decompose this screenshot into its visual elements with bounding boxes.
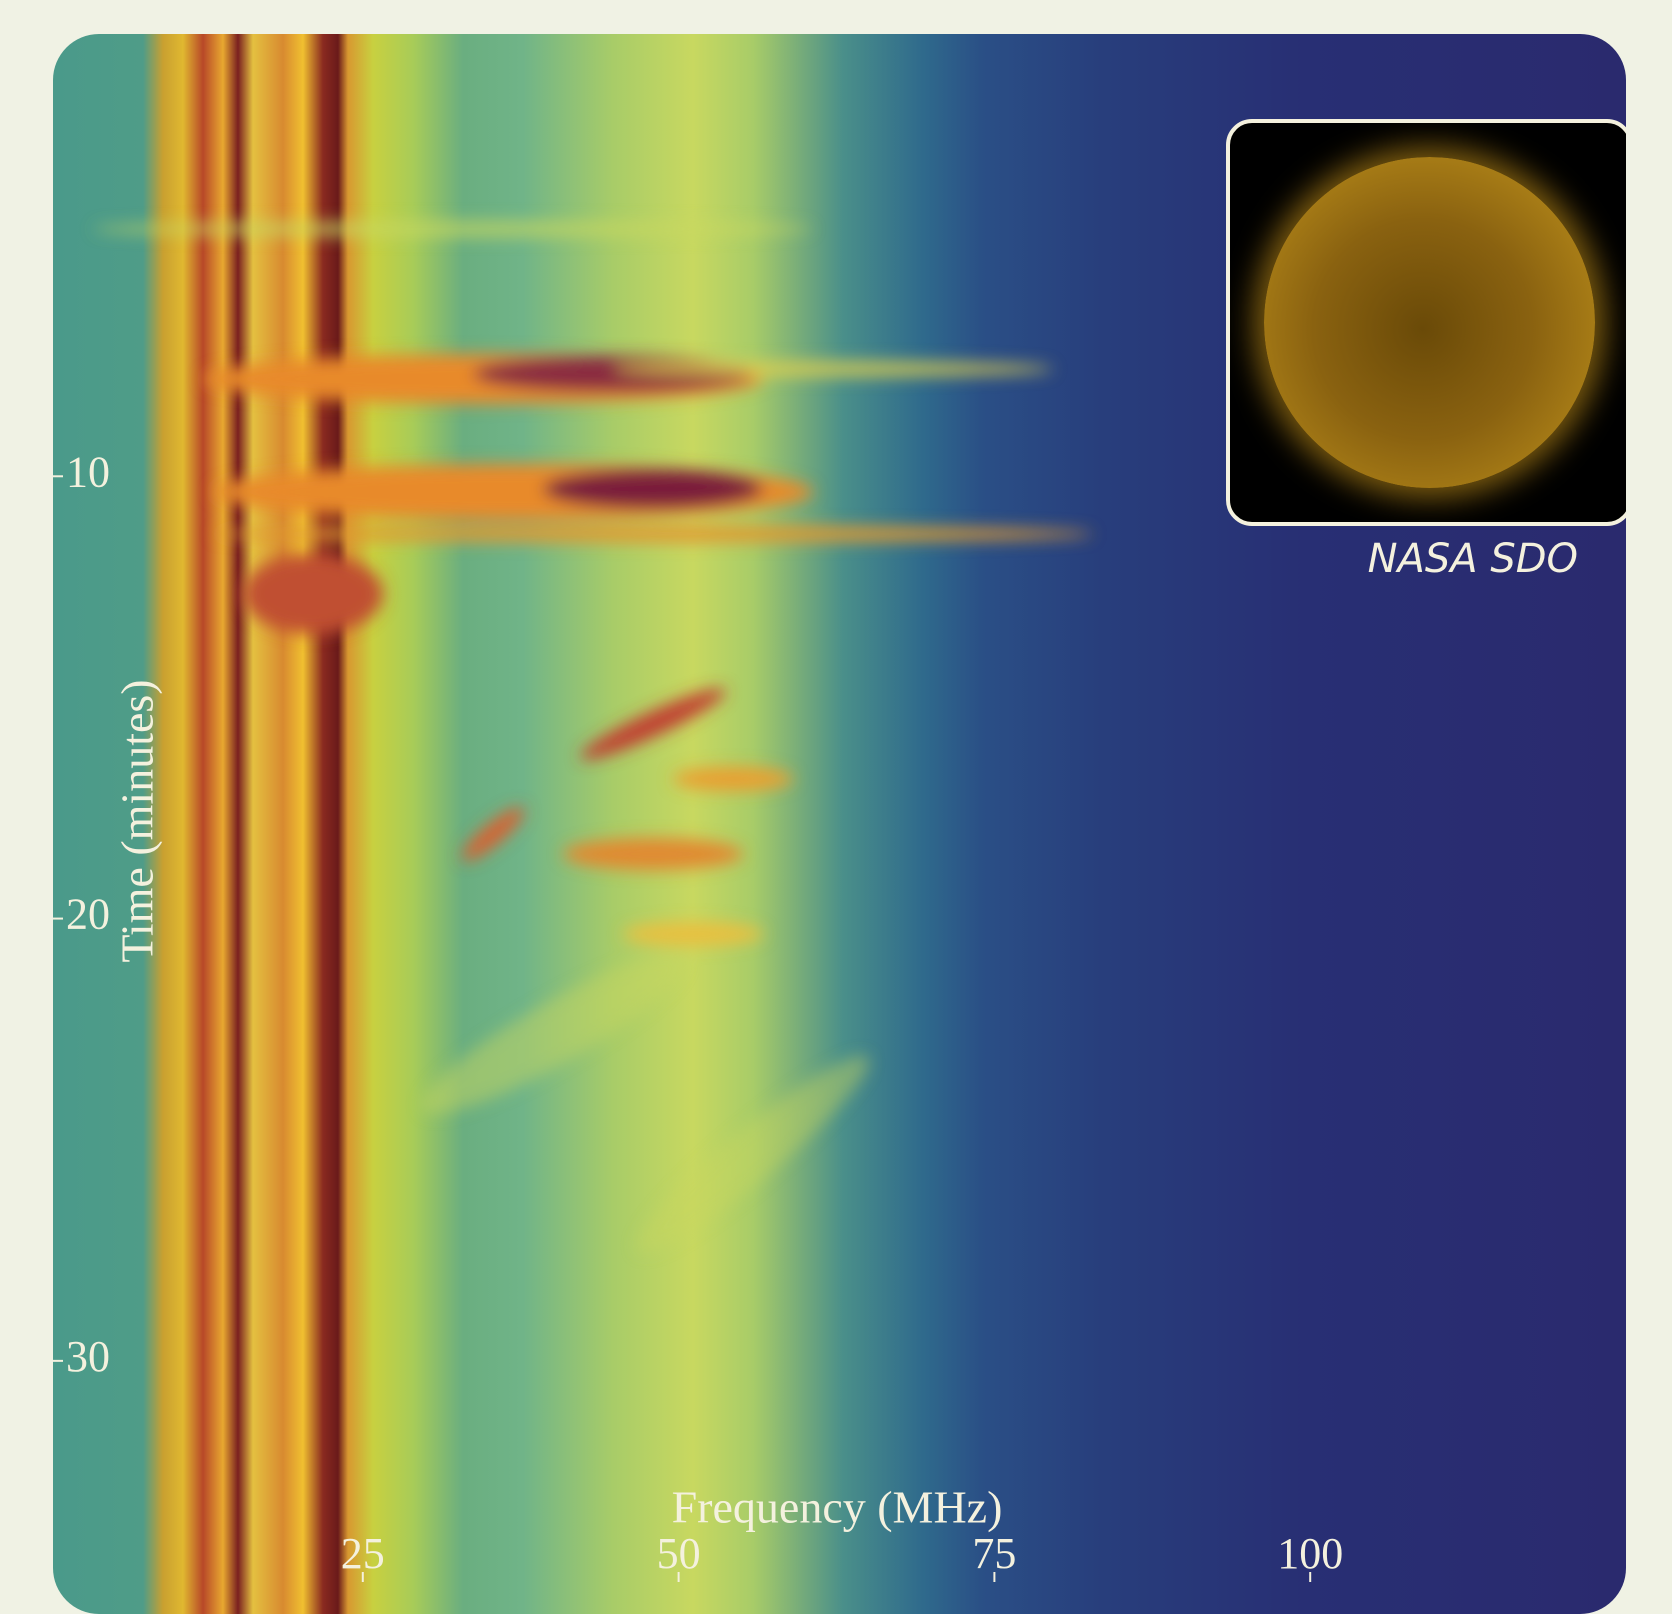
y-tick-label: 20 [66,890,110,939]
x-tick-label: 25 [341,1529,385,1578]
y-axis-label: Time (minutes) [112,679,163,962]
x-tick-label: 100 [1277,1529,1343,1578]
page: {"chart_data": {"type": "spectrogram", "… [0,0,1672,1582]
y-tick-label: 30 [66,1332,110,1381]
y-tick-label: 10 [66,447,110,496]
x-tick-label: 50 [657,1529,701,1578]
axes: Frequency (MHz) Time (minutes) 25 50 75 100… [0,0,1672,1582]
x-tick-label: 75 [972,1529,1016,1578]
x-axis-label: Frequency (MHz) [672,1482,1003,1533]
